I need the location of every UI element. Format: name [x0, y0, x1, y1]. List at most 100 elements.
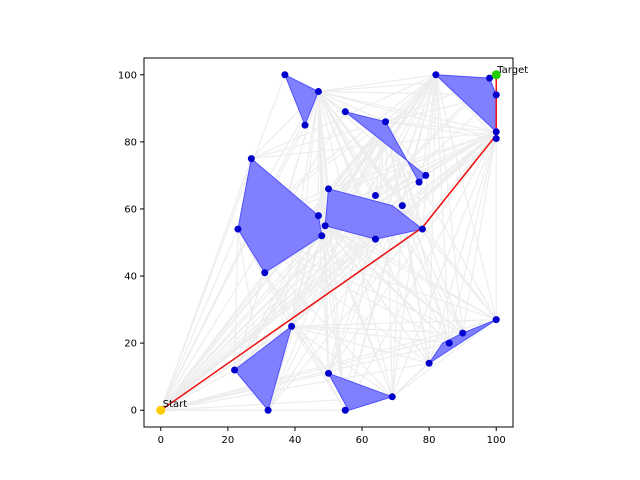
graph-edge — [233, 229, 239, 370]
graph-edge — [291, 325, 463, 334]
graph-edge — [328, 131, 497, 190]
graph-edge — [318, 90, 386, 123]
vertex-point — [492, 91, 500, 99]
graph-edge — [267, 205, 403, 411]
graph-edge — [344, 121, 387, 411]
y-tick-label: 100 — [118, 70, 137, 81]
vertex-point — [418, 225, 426, 233]
vertex-point — [492, 135, 500, 143]
graph-edge — [291, 325, 450, 344]
start-label: Start — [163, 399, 188, 410]
graph-edge — [324, 225, 450, 344]
vertex-point — [301, 121, 309, 129]
y-axis-ticks: 0 20 40 60 80 100 — [118, 70, 144, 417]
graph-edge — [291, 325, 430, 364]
x-tick-label: 100 — [487, 435, 506, 446]
graph-edge — [324, 225, 430, 364]
graph-edge — [234, 225, 326, 371]
shortest-path — [160, 74, 497, 411]
graph-edge — [160, 228, 239, 411]
graph-edge — [291, 325, 393, 398]
vertex-point — [422, 171, 430, 179]
graph-edge — [391, 319, 497, 398]
vertex-point — [415, 178, 423, 186]
obstacle-polygon — [237, 157, 323, 274]
graph-edge — [435, 74, 464, 334]
graph-edge — [324, 225, 464, 334]
graph-edge — [385, 121, 497, 140]
graph-edge — [160, 235, 323, 411]
graph-edge — [462, 131, 497, 334]
vertex-point — [341, 406, 349, 414]
graph-edge — [317, 91, 346, 411]
obstacle-polygon — [233, 325, 293, 412]
graph-edge — [401, 205, 497, 321]
vertex-point — [321, 222, 329, 230]
x-tick-label: 60 — [356, 435, 369, 446]
graph-edge — [391, 205, 403, 397]
x-tick-label: 80 — [423, 435, 436, 446]
start-point — [156, 405, 166, 415]
graph-edge — [385, 121, 427, 176]
graph-edge — [160, 158, 252, 411]
y-tick-label: 40 — [124, 272, 137, 283]
graph-edge — [324, 225, 330, 374]
vertex-point — [341, 108, 349, 116]
graph-edge — [291, 325, 329, 374]
graph-edge — [435, 74, 497, 139]
vertex-point — [388, 393, 396, 401]
graph-edge — [385, 74, 437, 123]
graph-edge — [318, 215, 497, 321]
vertex-point — [459, 329, 467, 337]
vertex-point — [281, 71, 289, 79]
y-tick-label: 20 — [124, 339, 137, 350]
graph-edge — [160, 111, 346, 411]
vertex-point — [425, 359, 433, 367]
vertex-point — [382, 118, 390, 126]
graph-edge — [324, 225, 393, 398]
y-tick-label: 0 — [131, 406, 137, 417]
target-point — [491, 70, 501, 80]
graph-edge — [324, 225, 497, 321]
vertex-point — [445, 339, 453, 347]
graph-edge — [318, 74, 436, 93]
vertex-point — [261, 269, 269, 277]
vertex-point — [314, 212, 322, 220]
vertex-point — [314, 88, 322, 96]
graph-edge — [391, 131, 497, 398]
target-label: Target — [496, 65, 528, 76]
graph-edge — [344, 205, 403, 411]
obstacle-polygon — [324, 188, 424, 240]
graph-edge — [448, 131, 497, 344]
graph-edge — [251, 74, 437, 160]
vertex-point — [234, 225, 242, 233]
graph-edge — [160, 362, 430, 411]
endpoints — [156, 70, 501, 415]
graph-edge — [160, 124, 306, 411]
graph-edge — [421, 74, 437, 230]
graph-edge — [251, 121, 386, 160]
x-tick-label: 40 — [289, 435, 302, 446]
graph-edge — [160, 325, 292, 411]
vertex-point — [247, 155, 255, 163]
obstacle-vertices — [231, 71, 500, 414]
vertex-point — [325, 185, 332, 193]
graph-edge — [318, 90, 497, 133]
vertex-point — [288, 322, 296, 330]
graph-edge — [317, 91, 497, 321]
y-tick-label: 80 — [124, 137, 137, 148]
graph-edge — [401, 131, 497, 207]
obstacle-polygon — [283, 73, 320, 127]
plot-frame — [143, 57, 514, 428]
vertex-point — [492, 128, 500, 136]
graph-edge — [160, 342, 450, 411]
graph-edge — [384, 121, 393, 397]
vertex-point — [398, 202, 406, 210]
x-axis-ticks: 0 20 40 60 80 100 — [158, 427, 506, 446]
vertex-point — [371, 235, 379, 243]
graph-edge — [428, 131, 497, 364]
vertex-point — [318, 232, 326, 240]
graph-edge — [234, 131, 497, 371]
graph-edge — [267, 225, 326, 411]
vertex-point — [325, 369, 332, 377]
